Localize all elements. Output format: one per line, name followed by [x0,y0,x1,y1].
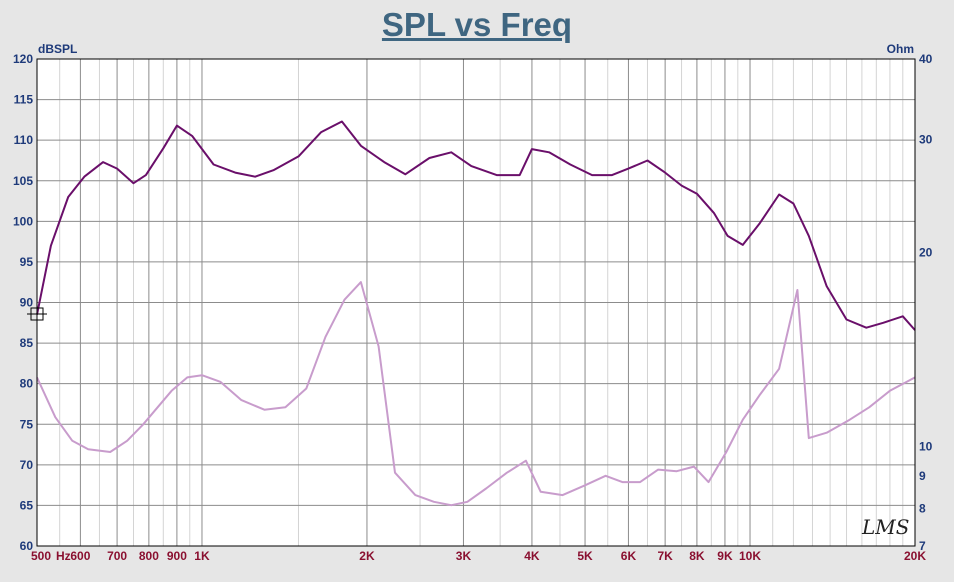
y-right-tick-label: 8 [919,502,926,516]
x-tick-label: 700 [107,549,127,563]
y-left-tick-label: 85 [20,336,34,350]
grid-lines [36,58,916,547]
x-tick-label: 2K [359,549,375,563]
x-tick-label: 3K [456,549,472,563]
y-right-tick-label: 7 [919,539,926,553]
y-left-tick-label: 70 [20,458,34,472]
x-tick-label: 800 [139,549,159,563]
x-axis-unit: Hz [56,549,71,563]
y-left-tick-label: 105 [13,174,33,188]
y-left-tick-label: 60 [20,539,34,553]
x-tick-label: 20K [904,549,926,563]
x-tick-label: 7K [657,549,673,563]
y-left-tick-label: 100 [13,214,33,228]
y-left-tick-label: 90 [20,296,34,310]
y-right-tick-label: 40 [919,52,933,66]
x-tick-label: 500 [31,549,51,563]
x-tick-label: 1K [194,549,210,563]
axis-labels: 60 65 70 75 80 85 90 95 100 105 110 115 120 7 8 9 10 20 30… [13,52,933,563]
left-axis-unit: dBSPL [38,42,77,56]
cursor-marker-icon[interactable] [27,304,47,324]
y-right-tick-label: 20 [919,246,933,260]
y-left-tick-label: 115 [14,93,34,107]
x-tick-label: 8K [689,549,705,563]
right-axis-unit: Ohm [887,42,914,56]
y-left-tick-label: 95 [20,255,34,269]
y-left-tick-label: 120 [13,52,33,66]
y-right-tick-label: 30 [919,132,933,146]
y-right-tick-label: 9 [919,469,926,483]
x-tick-label: 600 [70,549,90,563]
spl-series-line [36,120,916,331]
impedance-series-line [36,281,916,507]
plot-border [36,58,916,547]
x-tick-label: 10K [739,549,761,563]
y-left-tick-label: 80 [20,377,34,391]
y-left-tick-label: 75 [20,417,34,431]
y-left-tick-label: 110 [14,133,34,147]
x-tick-label: 6K [621,549,637,563]
lms-logo: LMS [861,515,909,539]
x-tick-label: 900 [167,549,187,563]
x-tick-label: 9K [717,549,733,563]
y-right-tick-label: 10 [919,439,933,453]
y-left-tick-label: 65 [20,498,34,512]
x-tick-label: 5K [577,549,593,563]
data-series [36,120,916,507]
chart-title: SPL vs Freq [381,6,573,43]
x-tick-label: 4K [524,549,540,563]
